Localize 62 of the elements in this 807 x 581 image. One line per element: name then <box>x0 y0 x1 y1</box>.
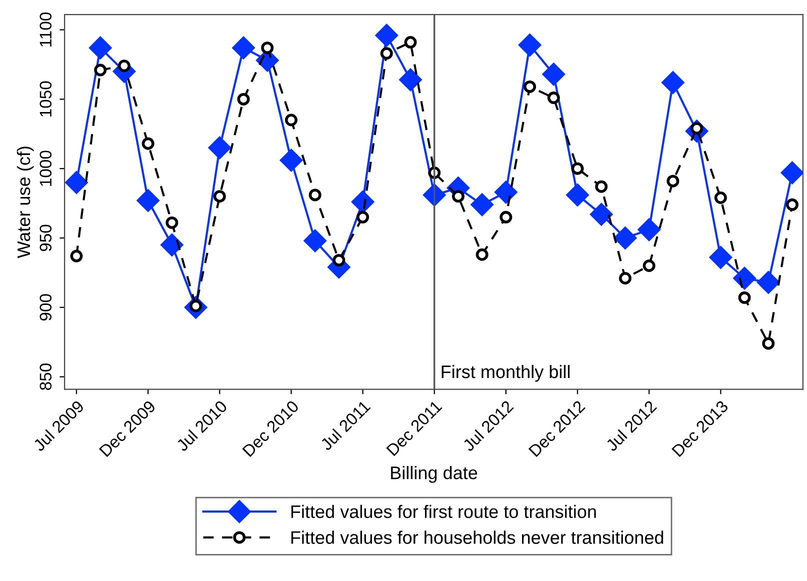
point <box>452 190 464 203</box>
point <box>714 191 727 204</box>
point <box>709 246 732 269</box>
point <box>642 259 656 272</box>
point <box>756 270 780 294</box>
ref-line-label: First monthly bill <box>442 364 570 382</box>
y-tick-label: 850 <box>40 364 52 390</box>
point <box>232 36 255 60</box>
point <box>566 183 590 206</box>
point <box>470 193 494 216</box>
point <box>375 24 398 47</box>
point <box>351 190 374 214</box>
point <box>404 36 417 49</box>
legend-label: Fitted values for households never transitioned <box>291 530 664 544</box>
point <box>780 161 803 184</box>
point <box>332 254 346 266</box>
point <box>208 136 232 160</box>
point <box>733 266 756 290</box>
y-tick-label: 950 <box>40 224 52 252</box>
point <box>494 180 518 204</box>
point <box>500 210 512 224</box>
point <box>518 34 542 57</box>
point <box>94 64 107 76</box>
point <box>638 218 661 242</box>
point <box>762 337 775 350</box>
point <box>571 162 584 175</box>
point <box>476 248 488 261</box>
y-tick-label: 1050 <box>40 81 52 116</box>
point <box>160 233 184 256</box>
point <box>547 92 560 104</box>
point <box>64 170 88 194</box>
y-tick-label: 1100 <box>40 12 52 46</box>
point <box>88 36 112 60</box>
point <box>590 202 613 226</box>
y-axis-title: Water use (cf) <box>16 146 34 258</box>
point <box>356 210 370 224</box>
point <box>261 42 274 54</box>
point <box>614 226 637 250</box>
point <box>524 80 536 93</box>
legend-label: Fitted values for first route to transition <box>291 504 596 518</box>
point <box>738 291 751 304</box>
point <box>304 229 327 252</box>
point <box>399 68 422 92</box>
point <box>595 180 608 193</box>
point <box>308 188 322 202</box>
point <box>136 189 160 212</box>
point <box>542 62 566 86</box>
y-tick-label: 900 <box>40 294 52 320</box>
point <box>284 114 298 126</box>
point <box>380 47 393 60</box>
point <box>280 148 303 172</box>
point <box>166 216 178 229</box>
point <box>618 272 632 284</box>
point <box>213 190 226 203</box>
point <box>70 250 83 262</box>
y-tick-label: 1000 <box>40 150 52 186</box>
point <box>786 198 798 211</box>
point <box>142 137 154 150</box>
point <box>237 92 250 106</box>
point <box>666 174 680 188</box>
point <box>661 71 684 94</box>
x-axis-title: Billing date <box>391 466 478 483</box>
